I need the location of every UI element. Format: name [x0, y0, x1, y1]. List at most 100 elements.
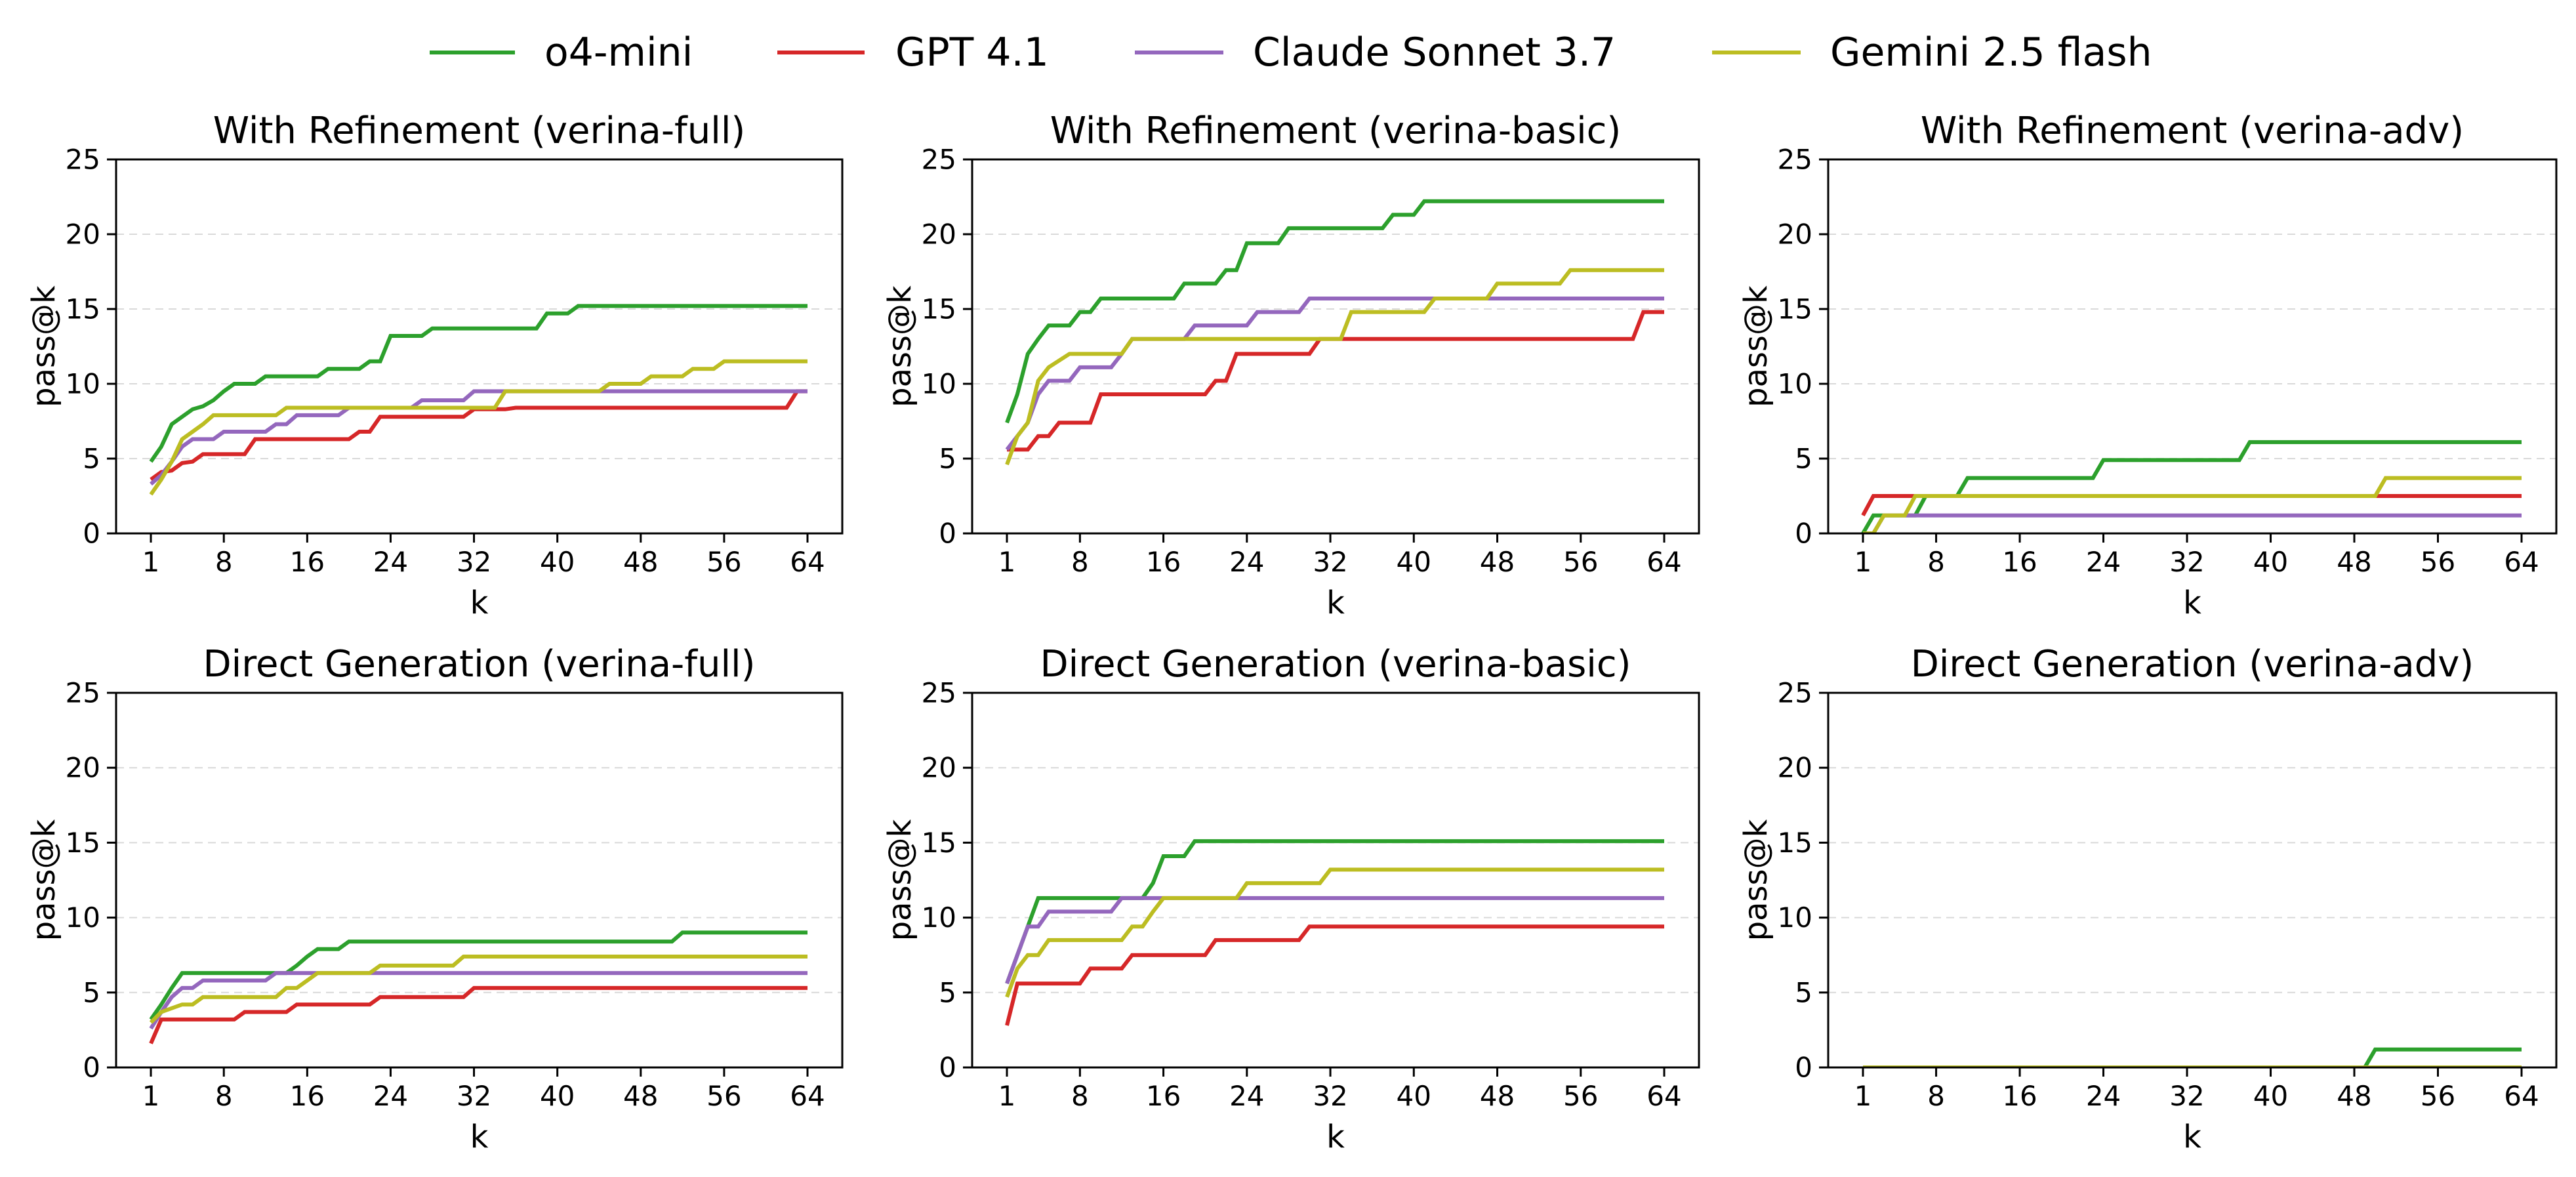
x-tick-label: 64: [1646, 546, 1681, 578]
axes-frame: [971, 692, 1700, 1069]
x-tick-label: 16: [1146, 1080, 1181, 1112]
x-tick-label: 8: [215, 1080, 233, 1112]
axes-frame: [971, 158, 1700, 535]
y-tick-label: 5: [83, 976, 100, 1008]
series-line-gpt-4-1: [1861, 494, 2522, 517]
x-tick-label: 32: [2169, 1080, 2204, 1112]
legend-item: Gemini 2.5 flash: [1712, 30, 2152, 75]
x-tick-label: 64: [2504, 1080, 2539, 1112]
series-line-claude-sonnet-3-7: [1005, 896, 1664, 985]
x-tick-label: 1: [1854, 546, 1872, 578]
y-tick-label: 10: [922, 901, 956, 934]
y-tick-label: 5: [939, 976, 956, 1008]
series-line-claude-sonnet-3-7: [149, 971, 808, 1030]
x-tick-label: 48: [623, 1080, 658, 1112]
chart-title: Direct Generation (verina-full): [203, 643, 756, 686]
x-tick-label: 56: [706, 546, 741, 578]
x-tick-label: 40: [2253, 546, 2288, 578]
legend-item: Claude Sonnet 3.7: [1135, 30, 1616, 75]
x-tick-label: 48: [1480, 546, 1515, 578]
y-tick-label: 25: [922, 677, 956, 709]
y-tick-label: 0: [83, 1052, 100, 1084]
y-tick-label: 25: [1778, 144, 1812, 176]
x-tick-label: 40: [1397, 546, 1431, 578]
y-axis-label: pass@k: [882, 285, 918, 407]
y-tick-label: 10: [922, 368, 956, 400]
y-tick-label: 15: [922, 293, 956, 325]
x-tick-label: 48: [1480, 1080, 1515, 1112]
series-line-gemini-2-5-flash: [1005, 867, 1664, 998]
x-tick-label: 48: [2337, 1080, 2371, 1112]
gridlines: [1828, 159, 2556, 459]
chart-title: With Refinement (verina-full): [213, 110, 745, 152]
y-tick-label: 20: [1778, 218, 1812, 251]
chart-panel: Direct Generation (verina-full) 0 5 10 15 20 2…: [26, 643, 844, 1155]
x-tick-label: 64: [790, 546, 825, 578]
series-line-o4-mini: [149, 930, 808, 1021]
x-tick-label: 8: [1927, 1080, 1945, 1112]
series-line-gpt-4-1: [1007, 310, 1664, 452]
chart-panel: With Refinement (verina-basic) 0 5 10 15 20 25…: [882, 110, 1700, 621]
y-tick-label: 0: [939, 1052, 956, 1084]
axes-frame: [1827, 692, 2558, 1069]
x-tick-label: 64: [790, 1080, 825, 1112]
y-tick-label: 20: [922, 752, 956, 784]
x-tick-label: 24: [2086, 1080, 2121, 1112]
x-tick-label: 40: [540, 546, 575, 578]
x-tick-label: 32: [1313, 546, 1347, 578]
gridlines: [1828, 692, 2556, 993]
series-line-gemini-2-5-flash: [1863, 476, 2522, 533]
chart-title: With Refinement (verina-basic): [1050, 110, 1622, 152]
y-tick-label: 10: [66, 901, 100, 934]
x-tick-label: 8: [1071, 1080, 1089, 1112]
x-tick-label: 56: [2421, 546, 2455, 578]
x-tick-label: 56: [706, 1080, 741, 1112]
x-tick-label: 40: [540, 1080, 575, 1112]
y-tick-label: 20: [66, 752, 100, 784]
series-line-claude-sonnet-3-7: [150, 389, 808, 486]
series-line-gpt-4-1: [149, 985, 808, 1044]
x-tick-label: 16: [1146, 546, 1181, 578]
series-line-gpt-4-1: [1005, 924, 1664, 1026]
legend-label: GPT 4.1: [895, 30, 1049, 75]
y-tick-label: 0: [939, 518, 956, 550]
series-line-gemini-2-5-flash: [149, 955, 808, 1024]
legend: o4-mini GPT 4.1 Claude Sonnet 3.7 Gemini 2.…: [430, 30, 2152, 75]
x-axis-label: k: [2183, 1119, 2201, 1155]
chart-panels: With Refinement (verina-full)05101520251…: [26, 110, 2558, 1155]
y-tick-label: 10: [1778, 368, 1812, 400]
x-tick-label: 1: [1854, 1080, 1872, 1112]
y-tick-label: 25: [66, 677, 100, 709]
series-line-o4-mini: [1863, 1047, 2522, 1067]
y-tick-label: 15: [1778, 293, 1812, 325]
axes-frame: [1827, 158, 2558, 535]
y-axis-label: pass@k: [26, 285, 62, 407]
legend-item: GPT 4.1: [777, 30, 1049, 75]
series-group: [1863, 1047, 2522, 1067]
series-group: [1005, 839, 1664, 1026]
y-axis-label: pass@k: [1738, 819, 1774, 941]
y-tick-label: 10: [66, 368, 100, 400]
legend-label: o4-mini: [544, 30, 693, 75]
x-axis-label: k: [470, 1119, 489, 1155]
series-line-gemini-2-5-flash: [149, 359, 808, 496]
x-tick-label: 16: [290, 546, 325, 578]
legend-item: o4-mini: [430, 30, 693, 75]
y-tick-label: 5: [939, 443, 956, 475]
y-tick-label: 15: [1778, 827, 1812, 859]
series-group: [1005, 199, 1664, 466]
y-tick-label: 5: [1795, 976, 1812, 1008]
series-line-claude-sonnet-3-7: [1863, 513, 2522, 533]
y-tick-label: 15: [66, 827, 100, 859]
chart-title: With Refinement (verina-adv): [1921, 110, 2464, 152]
x-tick-label: 24: [2086, 546, 2121, 578]
y-tick-label: 20: [66, 218, 100, 251]
y-tick-label: 10: [1778, 901, 1812, 934]
x-tick-label: 40: [1397, 1080, 1431, 1112]
series-line-o4-mini: [1005, 199, 1664, 424]
y-tick-label: 0: [1795, 518, 1812, 550]
chart-panel: With Refinement (verina-full) 0 5 10 15 20 25 1…: [26, 110, 844, 621]
y-tick-label: 5: [1795, 443, 1812, 475]
y-axis-label: pass@k: [26, 819, 62, 941]
